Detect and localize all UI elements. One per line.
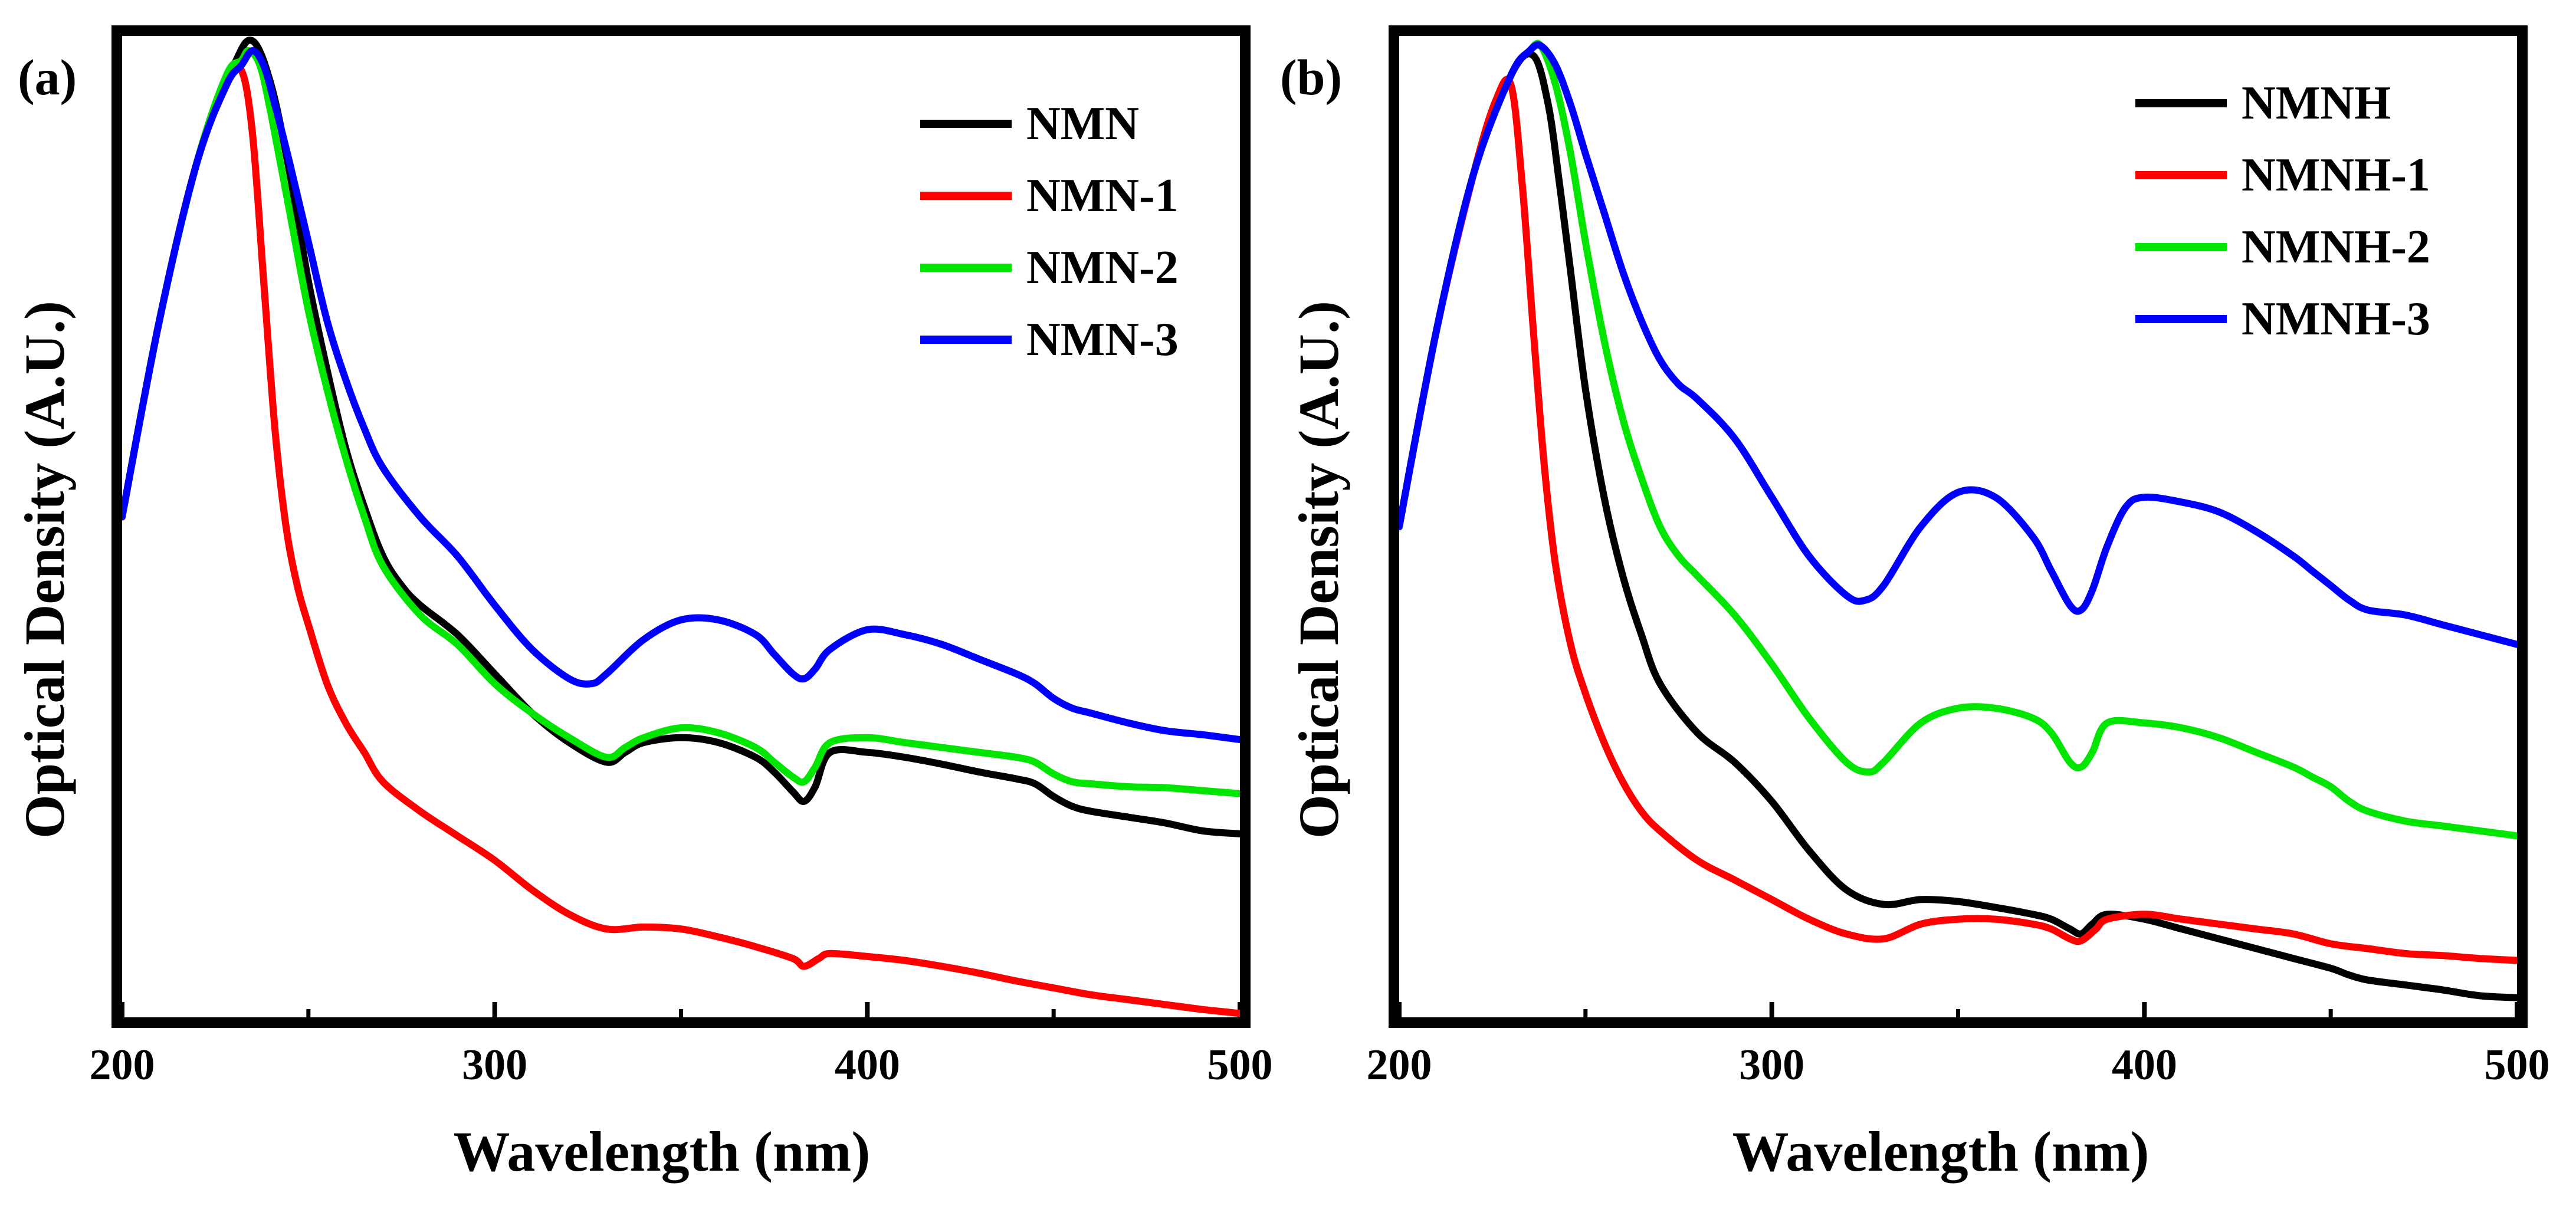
- x-axis-label-a: Wavelength (nm): [454, 1120, 871, 1183]
- series-line-nmnh-2: [1396, 40, 2521, 840]
- x-tick-label: 500: [2485, 1041, 2550, 1089]
- panel-b: (b) Optical Density (A.U.) Wavelength (n…: [1280, 25, 2550, 1183]
- x-tick-label: 200: [1367, 1041, 1432, 1089]
- series-line-nmnh: [1396, 50, 2521, 1001]
- legend-label: NMN-1: [1026, 170, 1179, 222]
- series-line-nmnh-1: [1396, 75, 2521, 964]
- curves-a: [119, 37, 1243, 1017]
- x-tick-label: 500: [1207, 1041, 1273, 1089]
- x-ticks-b: 200 300 400 500: [1367, 1002, 2550, 1089]
- panel-label-a: (a): [18, 49, 77, 106]
- y-axis-label-b: Optical Density (A.U.): [1287, 301, 1350, 839]
- legend-a: NMN NMN-1 NMN-2 NMN-3: [920, 98, 1179, 366]
- x-tick-label: 200: [90, 1041, 155, 1089]
- panel-label-b: (b): [1280, 49, 1342, 106]
- x-axis-label-b: Wavelength (nm): [1732, 1120, 2150, 1183]
- legend-label: NMN-2: [1026, 242, 1179, 294]
- legend-label: NMN-3: [1026, 314, 1179, 366]
- y-axis-label-a: Optical Density (A.U.): [13, 301, 76, 839]
- curves-b: [1396, 40, 2521, 1001]
- x-tick-label: 300: [462, 1041, 527, 1089]
- legend-label: NMNH: [2242, 77, 2391, 129]
- legend-label: NMN: [1026, 98, 1139, 150]
- x-tick-label: 400: [835, 1041, 900, 1089]
- plot-frame-b: [1389, 25, 2528, 1028]
- legend-label: NMNH-1: [2242, 149, 2430, 201]
- plot-frame-a: [111, 25, 1251, 1028]
- legend-label: NMNH-2: [2242, 221, 2430, 273]
- legend-b: NMNH NMNH-1 NMNH-2 NMNH-3: [2135, 77, 2430, 345]
- x-tick-label: 400: [2112, 1041, 2177, 1089]
- legend-label: NMNH-3: [2242, 293, 2430, 345]
- panel-a: (a) Optical Density (A.U.) Wavelength (n…: [13, 25, 1273, 1183]
- x-tick-label: 300: [1739, 1041, 1804, 1089]
- series-line-nmn-1: [119, 63, 1243, 1017]
- series-line-nmn-3: [119, 47, 1243, 744]
- series-line-nmnh-3: [1396, 41, 2521, 648]
